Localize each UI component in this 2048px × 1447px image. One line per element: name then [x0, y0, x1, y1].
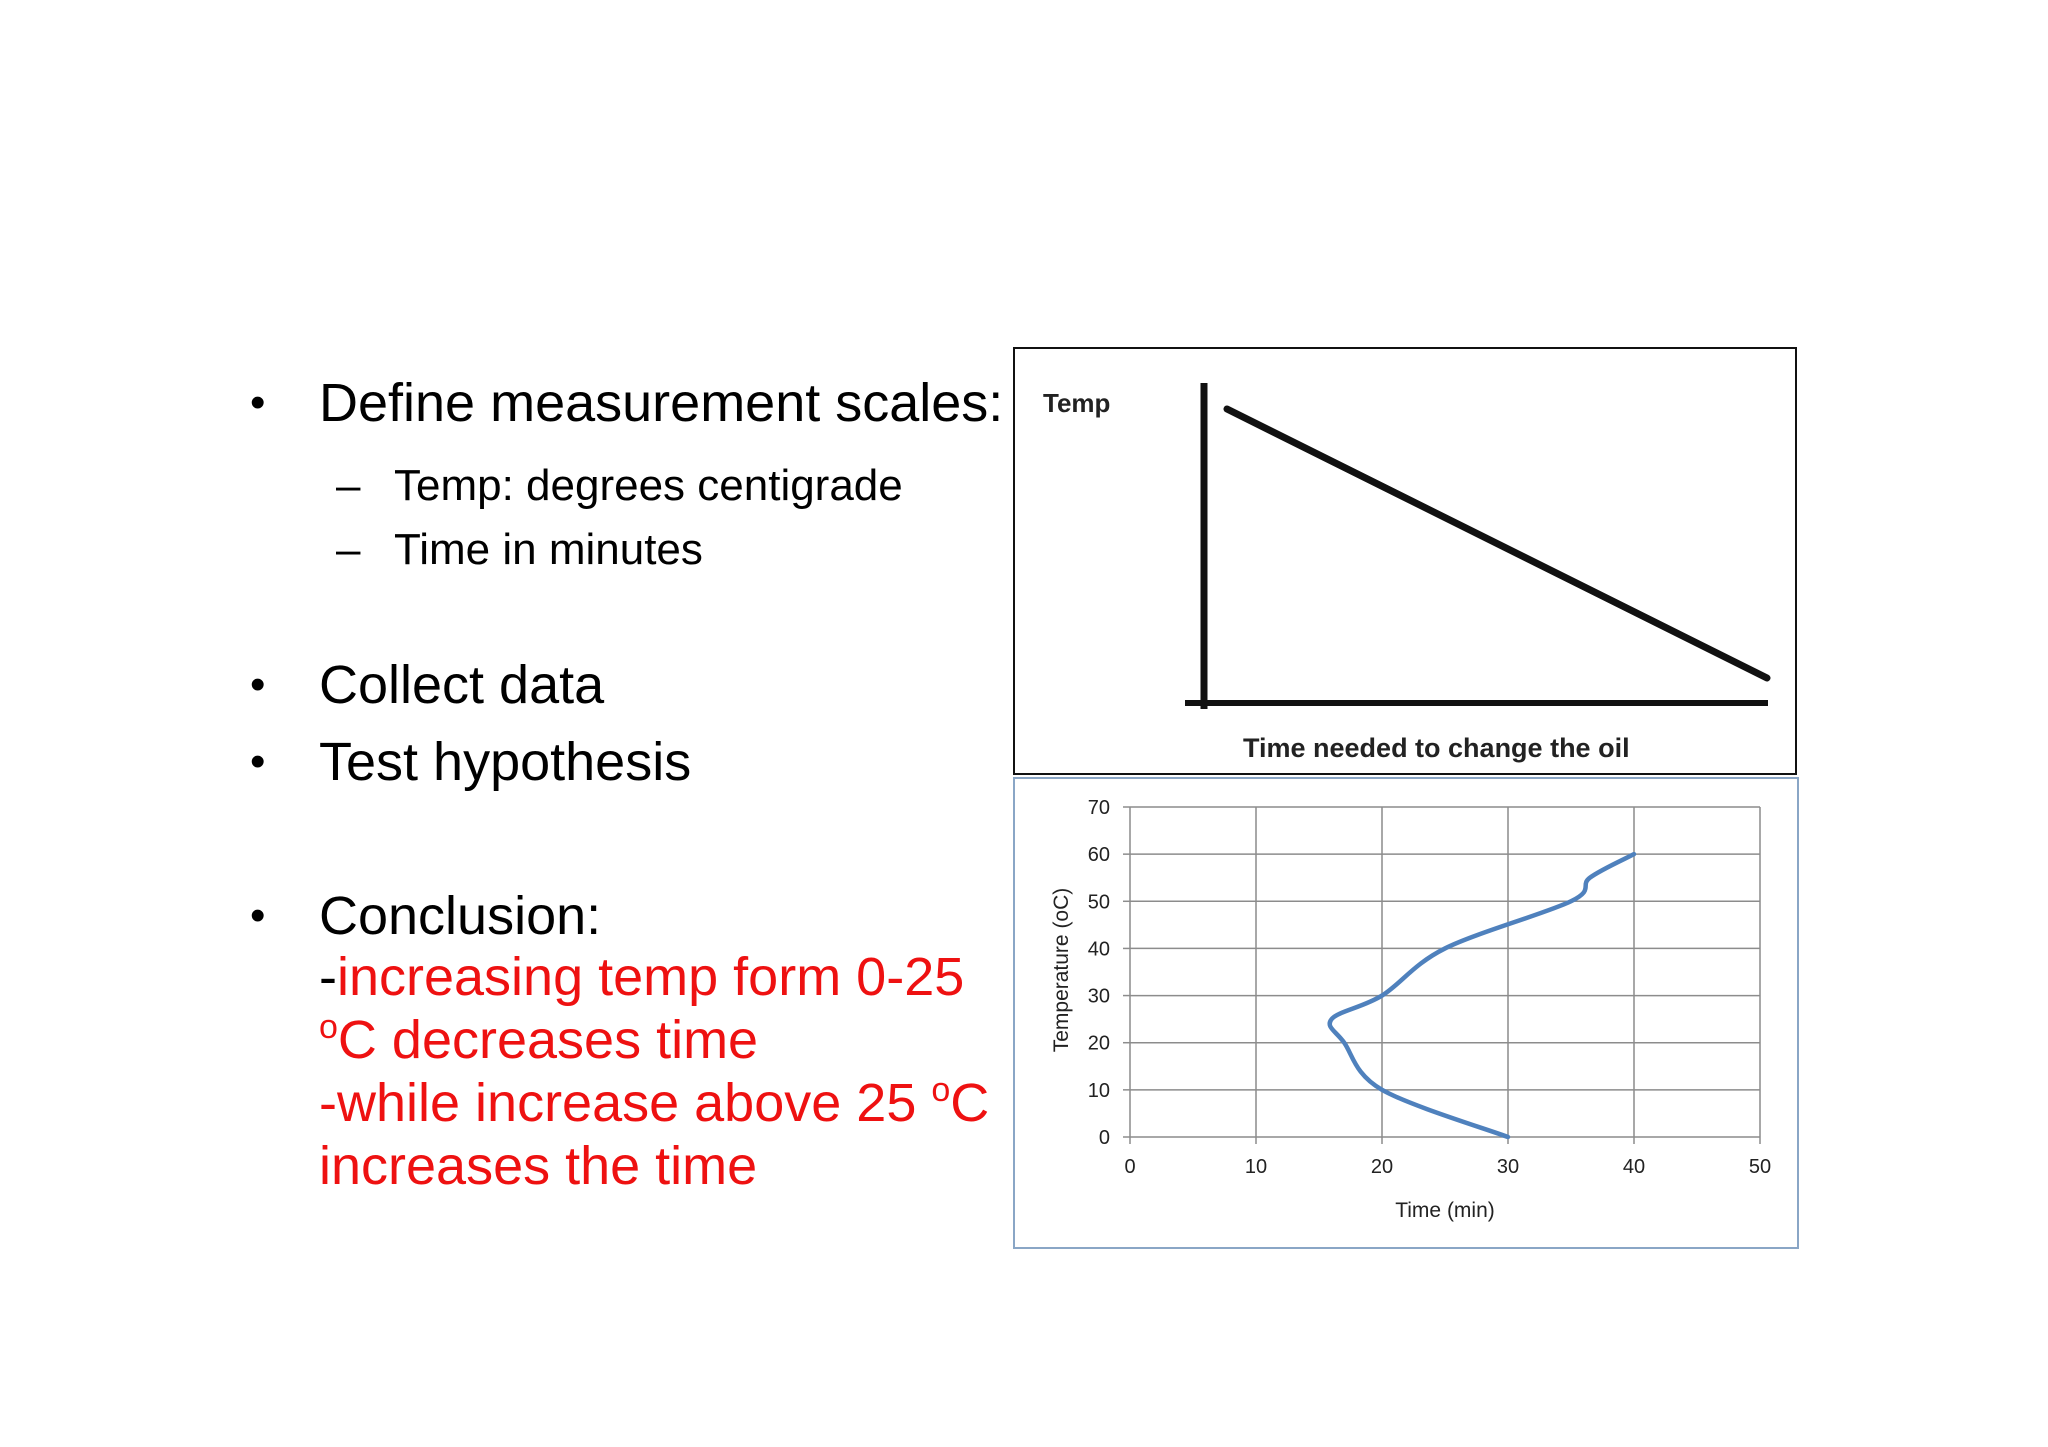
y-tick-label: 30 [1088, 986, 1110, 1008]
y-axis-title: Temperature (oC) [1050, 888, 1073, 1053]
bullet-symbol: • [250, 660, 266, 709]
x-tick-label: 30 [1497, 1156, 1519, 1178]
y-tick-label: 10 [1088, 1080, 1110, 1102]
data-chart: 0 10 20 30 40 50 60 70 0 10 20 30 40 50 Time (min) Te… [1013, 777, 1799, 1249]
bullet-symbol: • [250, 737, 266, 786]
bullet-text: Conclusion: [319, 886, 602, 946]
sketch-x-label: Time needed to change the oil [1243, 733, 1630, 763]
sub-bullet-text: Time in minutes [394, 525, 703, 574]
sketch-y-label: Temp [1043, 388, 1110, 418]
chart-series [1327, 851, 1637, 1140]
x-axis-title: Time (min) [1395, 1199, 1495, 1222]
x-tick-label: 50 [1749, 1156, 1771, 1178]
x-tick-label: 20 [1371, 1156, 1393, 1178]
bullet-text: Define measurement scales: [319, 373, 1004, 433]
chart-axes [1123, 806, 1761, 1144]
chart-grid [1130, 806, 1761, 1137]
chart-tick-labels: 0 10 20 30 40 50 60 70 0 10 20 30 40 50 [1088, 797, 1771, 1178]
sub-bullet-text: Temp: degrees centigrade [394, 461, 903, 510]
dash-symbol: – [336, 461, 361, 510]
x-tick-label: 10 [1245, 1156, 1267, 1178]
bullet-text: Collect data [319, 655, 605, 715]
sketch-trend-line [1223, 405, 1771, 682]
y-tick-label: 20 [1088, 1033, 1110, 1055]
sketch-svg: Temp Time needed to change the oil [1043, 383, 1771, 763]
hypothesis-sketch: Temp Time needed to change the oil [1013, 347, 1797, 775]
y-tick-label: 0 [1099, 1127, 1110, 1149]
x-tick-label: 40 [1623, 1156, 1645, 1178]
conclusion-line-1: -increasing temp form 0-25 [319, 947, 965, 1007]
bullet-text: Test hypothesis [319, 732, 692, 792]
y-tick-label: 40 [1088, 938, 1110, 960]
conclusion-line-2: oC decreases time [319, 1008, 759, 1070]
conclusion-line-3: -while increase above 25 oC [319, 1071, 990, 1133]
dash-symbol: – [336, 525, 361, 574]
y-tick-label: 50 [1088, 891, 1110, 913]
x-tick-label: 0 [1124, 1156, 1135, 1178]
conclusion-text: -increasing temp form 0-25 oC decreases … [319, 946, 989, 1198]
y-tick-label: 70 [1088, 797, 1110, 819]
bullet-symbol: • [250, 378, 266, 427]
chart-svg: 0 10 20 30 40 50 60 70 0 10 20 30 40 50 Time (min) Te… [1050, 797, 1771, 1222]
data-series-line [1327, 851, 1637, 1140]
conclusion-line-4: increases the time [319, 1136, 758, 1196]
y-tick-label: 60 [1088, 844, 1110, 866]
bullet-symbol: • [250, 891, 266, 940]
